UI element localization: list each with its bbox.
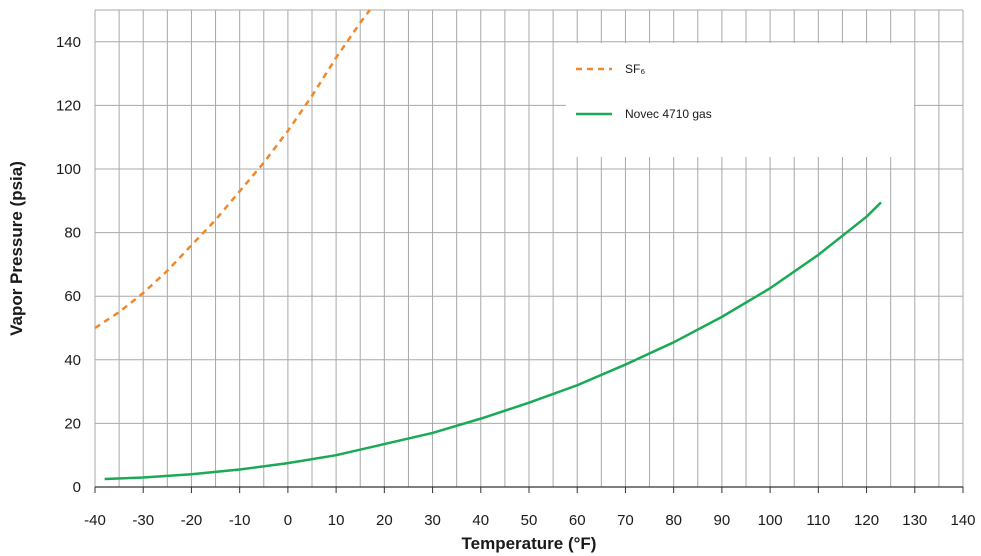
x-tick-label: 40 <box>472 512 489 529</box>
y-tick-label: 80 <box>64 225 81 242</box>
x-tick-label: 50 <box>521 512 538 529</box>
legend-label: Novec 4710 gas <box>625 107 712 121</box>
x-tick-label: 140 <box>950 512 975 529</box>
x-tick-label: 60 <box>569 512 586 529</box>
y-tick-label: 60 <box>64 288 81 305</box>
x-tick-label: -30 <box>132 512 154 529</box>
legend: SF₆ Novec 4710 gas <box>576 62 712 121</box>
x-tick-label: 0 <box>284 512 292 529</box>
x-axis-title: Temperature (°F) <box>462 534 597 553</box>
series-line-novec-4710 <box>104 201 882 481</box>
legend-box <box>566 43 914 157</box>
axis-layer: -40 -30 -20 -10 0 10 20 30 40 50 60 70 80 90 100 110 120… <box>56 34 976 529</box>
x-tick-label: 20 <box>376 512 393 529</box>
x-tick-label: 100 <box>758 512 783 529</box>
y-tick-label: 40 <box>64 352 81 369</box>
x-tick-label: -10 <box>229 512 251 529</box>
series-line-sf6 <box>94 9 371 330</box>
y-tick-label: 100 <box>56 161 81 178</box>
x-tick-label: -40 <box>84 512 106 529</box>
x-tick-label: 90 <box>714 512 731 529</box>
x-tick-label: 130 <box>902 512 927 529</box>
y-tick-label: 0 <box>73 479 81 496</box>
x-tick-label: 110 <box>806 512 830 529</box>
y-tick-label: 120 <box>56 97 81 114</box>
series-layer <box>94 9 882 481</box>
x-tick-label: 80 <box>665 512 682 529</box>
y-tick-label: 20 <box>64 415 81 432</box>
legend-label: SF₆ <box>625 62 645 76</box>
x-tick-label: -20 <box>181 512 203 529</box>
x-tick-label: 10 <box>328 512 345 529</box>
y-axis-title: Vapor Pressure (psia) <box>7 161 26 336</box>
x-tick-label: 30 <box>424 512 441 529</box>
y-tick-label: 140 <box>56 34 81 51</box>
x-tick-label: 70 <box>617 512 634 529</box>
legend-background <box>566 43 914 157</box>
x-tick-label: 120 <box>854 512 879 529</box>
